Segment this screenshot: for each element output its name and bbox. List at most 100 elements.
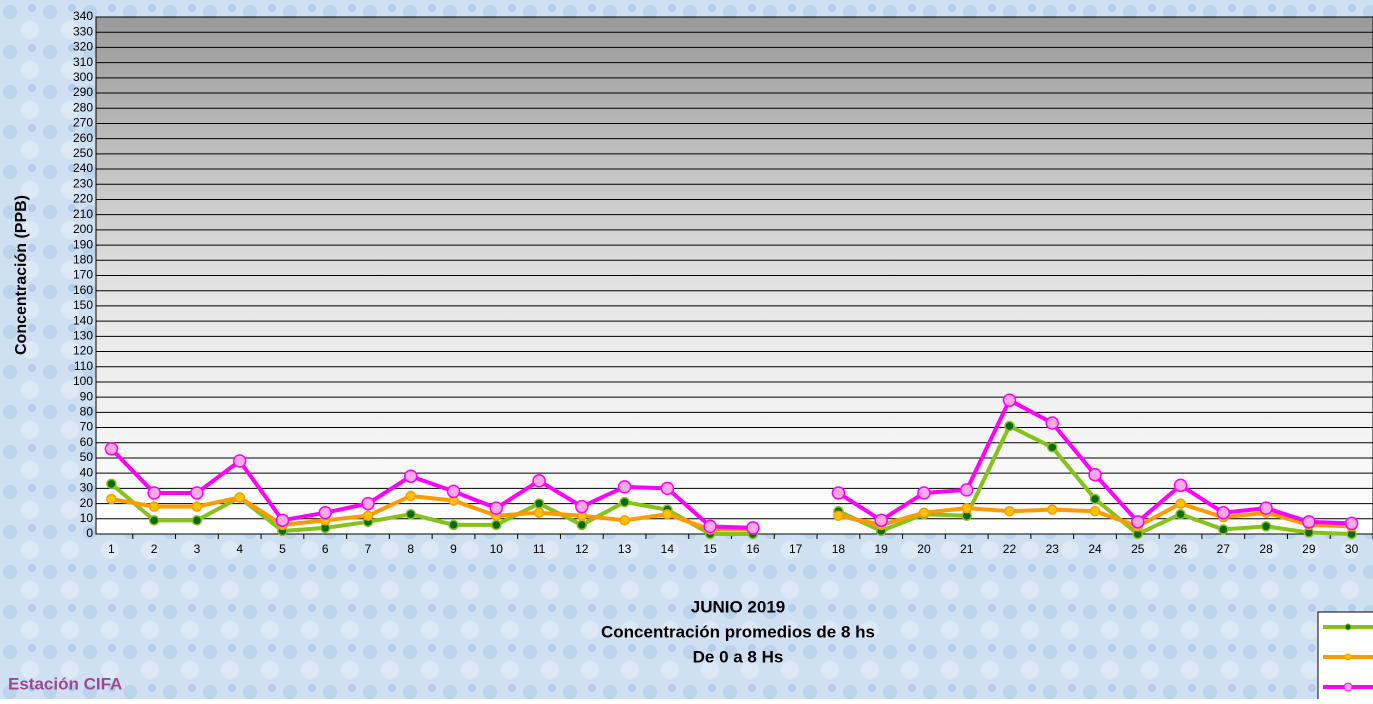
point bbox=[1176, 499, 1185, 508]
x-tick-label: 5 bbox=[279, 542, 286, 556]
point bbox=[1048, 505, 1057, 514]
x-tick-label: 4 bbox=[236, 542, 243, 556]
x-tick-label: 19 bbox=[875, 542, 889, 556]
point bbox=[150, 502, 159, 511]
y-tick-label: 190 bbox=[73, 237, 93, 251]
point bbox=[1303, 516, 1315, 528]
point bbox=[661, 482, 673, 494]
point bbox=[448, 485, 460, 497]
point bbox=[235, 493, 244, 502]
y-tick-label: 140 bbox=[73, 313, 93, 327]
point bbox=[834, 511, 843, 520]
chart-title: JUNIO 2019 bbox=[691, 597, 786, 616]
y-tick-label: 80 bbox=[80, 405, 94, 419]
x-tick-label: 18 bbox=[832, 542, 846, 556]
point bbox=[192, 502, 201, 511]
y-tick-label: 60 bbox=[80, 435, 94, 449]
point bbox=[406, 491, 415, 500]
point bbox=[1132, 516, 1144, 528]
y-tick-label: 220 bbox=[73, 192, 93, 206]
point bbox=[1048, 443, 1057, 452]
y-tick-label: 90 bbox=[80, 389, 94, 403]
chart-subtitle: Concentración promedios de 8 hs bbox=[601, 622, 875, 641]
point bbox=[490, 502, 502, 514]
chart: Concentración (PPB) JUNIO 2019 Concentra… bbox=[0, 0, 1373, 699]
point bbox=[619, 481, 631, 493]
y-tick-label: 110 bbox=[74, 359, 93, 373]
legend-marker bbox=[1345, 624, 1351, 630]
x-tick-label: 28 bbox=[1259, 542, 1273, 556]
point bbox=[105, 443, 117, 455]
page: Concentración (PPB) JUNIO 2019 Concentra… bbox=[0, 0, 1373, 699]
y-tick-label: 160 bbox=[73, 283, 93, 297]
y-tick-label: 70 bbox=[80, 420, 94, 434]
x-tick-label: 24 bbox=[1088, 542, 1102, 556]
y-tick-label: 50 bbox=[80, 450, 94, 464]
point bbox=[1005, 507, 1014, 516]
x-tick-label: 14 bbox=[661, 542, 675, 556]
y-tick-label: 300 bbox=[73, 70, 93, 84]
point bbox=[406, 510, 415, 519]
point bbox=[620, 516, 629, 525]
point bbox=[919, 508, 928, 517]
y-tick-label: 40 bbox=[80, 465, 94, 479]
y-tick-label: 340 bbox=[73, 9, 93, 23]
x-tick-label: 16 bbox=[746, 542, 760, 556]
x-tick-label: 9 bbox=[450, 542, 457, 556]
y-tick-label: 210 bbox=[73, 207, 93, 221]
legend-marker bbox=[1344, 683, 1352, 691]
point bbox=[192, 516, 201, 525]
point bbox=[405, 470, 417, 482]
x-tick-label: 26 bbox=[1174, 542, 1188, 556]
point bbox=[1176, 510, 1185, 519]
point bbox=[319, 507, 331, 519]
point bbox=[148, 487, 160, 499]
x-tick-label: 15 bbox=[703, 542, 717, 556]
point bbox=[832, 487, 844, 499]
legend-marker bbox=[1345, 654, 1351, 660]
y-tick-label: 330 bbox=[73, 24, 93, 38]
x-tick-label: 20 bbox=[917, 542, 931, 556]
point bbox=[449, 520, 458, 529]
point bbox=[918, 487, 930, 499]
point bbox=[704, 520, 716, 532]
point bbox=[276, 514, 288, 526]
point bbox=[362, 498, 374, 510]
y-tick-label: 320 bbox=[73, 40, 93, 54]
x-tick-label: 7 bbox=[365, 542, 372, 556]
point bbox=[576, 501, 588, 513]
y-tick-label: 30 bbox=[80, 481, 94, 495]
point bbox=[961, 484, 973, 496]
point bbox=[1219, 525, 1228, 534]
x-tick-label: 27 bbox=[1217, 542, 1231, 556]
point bbox=[107, 495, 116, 504]
x-tick-label: 17 bbox=[789, 542, 803, 556]
x-tick-label: 21 bbox=[960, 542, 974, 556]
x-tick-label: 11 bbox=[533, 542, 546, 556]
y-tick-label: 200 bbox=[73, 222, 93, 236]
point bbox=[1217, 507, 1229, 519]
y-tick-label: 170 bbox=[73, 268, 93, 282]
y-tick-label: 150 bbox=[73, 298, 93, 312]
point bbox=[535, 499, 544, 508]
point bbox=[620, 498, 629, 507]
point bbox=[1046, 417, 1058, 429]
point bbox=[492, 520, 501, 529]
y-tick-label: 100 bbox=[73, 374, 93, 388]
x-tick-label: 29 bbox=[1302, 542, 1316, 556]
point bbox=[535, 508, 544, 517]
y-tick-label: 10 bbox=[80, 511, 94, 525]
point bbox=[533, 475, 545, 487]
x-tick-label: 10 bbox=[490, 542, 504, 556]
point bbox=[577, 520, 586, 529]
point bbox=[191, 487, 203, 499]
x-tick-label: 13 bbox=[618, 542, 632, 556]
point bbox=[1175, 479, 1187, 491]
point bbox=[747, 522, 759, 534]
x-tick-label: 23 bbox=[1046, 542, 1060, 556]
x-tick-label: 22 bbox=[1003, 542, 1017, 556]
y-tick-label: 20 bbox=[80, 496, 94, 510]
point bbox=[1003, 394, 1015, 406]
x-tick-label: 25 bbox=[1131, 542, 1145, 556]
y-tick-label: 230 bbox=[73, 176, 93, 190]
